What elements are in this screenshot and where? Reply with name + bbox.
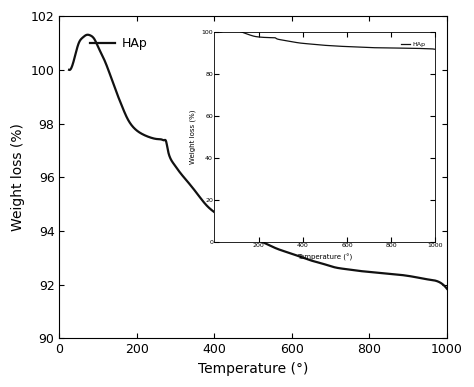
HAp [396,272,402,277]
HAp [444,286,450,291]
HAp [211,210,217,214]
HAp [228,221,233,226]
X-axis label: Temperature (°): Temperature (°) [198,362,309,376]
HAp [437,280,443,284]
HAp [132,127,137,131]
HAp [109,79,115,83]
Legend: HAp: HAp [85,32,152,55]
HAp [66,67,72,72]
Y-axis label: Weight loss (%): Weight loss (%) [11,123,25,231]
HAp [85,33,91,37]
Line: HAp: HAp [69,35,447,289]
